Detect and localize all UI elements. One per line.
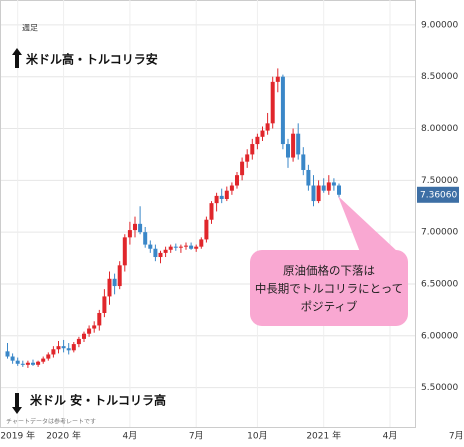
price-tag bbox=[417, 186, 459, 203]
callout-pointer bbox=[338, 196, 398, 252]
candle-body bbox=[286, 144, 290, 158]
candle-body bbox=[153, 248, 158, 258]
candle-body bbox=[337, 185, 341, 195]
note: チャートデータは参考レートです bbox=[6, 418, 96, 426]
candle-body bbox=[76, 338, 81, 345]
candle-body bbox=[173, 246, 178, 248]
x-tick-label: 4月 bbox=[123, 431, 138, 442]
callout-text: 中長期でトルコリラにとって bbox=[255, 282, 403, 296]
candle-body bbox=[209, 203, 214, 220]
candle-body bbox=[245, 154, 250, 162]
candle-body bbox=[127, 230, 132, 238]
candle-body bbox=[316, 185, 321, 202]
candle-body bbox=[20, 363, 25, 365]
y-tick-label: 5.50000 bbox=[421, 383, 458, 393]
candle-body bbox=[25, 362, 30, 365]
candle-body bbox=[219, 195, 224, 199]
candle-body bbox=[71, 344, 76, 351]
candle-body bbox=[265, 123, 270, 131]
candle-body bbox=[112, 278, 117, 287]
candle-body bbox=[296, 133, 301, 155]
candle-body bbox=[250, 144, 255, 155]
candle-body bbox=[66, 348, 71, 351]
candle-body bbox=[326, 182, 331, 191]
candle-body bbox=[143, 232, 148, 245]
down-arrow bbox=[12, 393, 22, 414]
candle-body bbox=[306, 169, 311, 186]
candle-body bbox=[31, 362, 35, 365]
annotation: 米ドル 安・トルコリラ高 bbox=[30, 393, 166, 408]
period-label: 週足 bbox=[22, 24, 38, 33]
candle-body bbox=[280, 76, 285, 145]
y-tick-label: 7.00000 bbox=[421, 228, 458, 238]
x-tick-label: 2019 年 bbox=[0, 430, 35, 442]
x-tick-label: 4月 bbox=[383, 431, 398, 442]
candle-body bbox=[189, 245, 194, 249]
candle-body bbox=[56, 346, 61, 350]
candle-body bbox=[291, 133, 296, 158]
candle-body bbox=[87, 328, 92, 334]
candle-body bbox=[158, 252, 163, 258]
y-tick-label: 8.50000 bbox=[421, 72, 458, 82]
candle-body bbox=[15, 360, 20, 364]
up-arrow bbox=[12, 48, 22, 68]
candle-body bbox=[229, 185, 234, 191]
candle-body bbox=[46, 354, 51, 359]
candle-body bbox=[41, 358, 46, 362]
candle-body bbox=[82, 333, 86, 339]
candle-body bbox=[10, 356, 15, 361]
candle-body bbox=[331, 182, 336, 186]
candle-body bbox=[122, 237, 127, 266]
price-tag-label: 7.36060 bbox=[420, 190, 457, 200]
y-tick-label: 8.00000 bbox=[421, 124, 458, 134]
candle-body bbox=[260, 130, 265, 137]
candle-body bbox=[184, 245, 188, 247]
y-tick-label: 9.00000 bbox=[421, 20, 458, 30]
candle-body bbox=[163, 249, 168, 253]
candle-body bbox=[301, 154, 306, 170]
x-tick-label: 10月 bbox=[247, 431, 267, 442]
candle-body bbox=[270, 81, 275, 124]
y-tick-label: 6.50000 bbox=[421, 279, 458, 289]
candle-body bbox=[148, 244, 153, 249]
x-tick-label: 2021 年 bbox=[306, 430, 341, 442]
candle-body bbox=[235, 175, 239, 186]
candle-body bbox=[102, 296, 107, 313]
candle-body bbox=[224, 190, 229, 199]
candle-body bbox=[117, 265, 122, 287]
candle-body bbox=[204, 219, 209, 240]
candle-body bbox=[133, 223, 137, 231]
candle-body bbox=[214, 195, 219, 204]
candle-body bbox=[178, 246, 183, 248]
y-tick-label: 6.00000 bbox=[421, 331, 458, 341]
candle-body bbox=[311, 185, 316, 202]
y-tick-label: 7.50000 bbox=[421, 176, 458, 186]
candle-body bbox=[107, 278, 112, 297]
candle-body bbox=[321, 185, 326, 191]
annotation: 米ドル高・トルコリラ安 bbox=[26, 52, 158, 67]
x-tick-label: 7月 bbox=[189, 431, 204, 442]
x-tick-label: 7月 bbox=[449, 431, 464, 442]
candle-body bbox=[168, 246, 173, 250]
callout-text: 原油価格の下落は bbox=[283, 264, 375, 278]
candle-body bbox=[51, 349, 56, 355]
candle-body bbox=[194, 246, 199, 249]
candle-body bbox=[97, 312, 102, 326]
candle-body bbox=[240, 161, 245, 176]
candle-body bbox=[92, 325, 97, 329]
callout-box bbox=[250, 250, 408, 326]
candle-body bbox=[275, 76, 280, 82]
candle-body bbox=[255, 136, 260, 145]
callout-text: ポジティブ bbox=[301, 300, 358, 314]
candle-body bbox=[5, 351, 10, 357]
candle-body bbox=[199, 239, 204, 247]
x-tick-label: 2020 年 bbox=[46, 430, 81, 442]
candle-body bbox=[61, 346, 66, 349]
candle-body bbox=[36, 361, 41, 365]
candle-body bbox=[138, 223, 143, 233]
